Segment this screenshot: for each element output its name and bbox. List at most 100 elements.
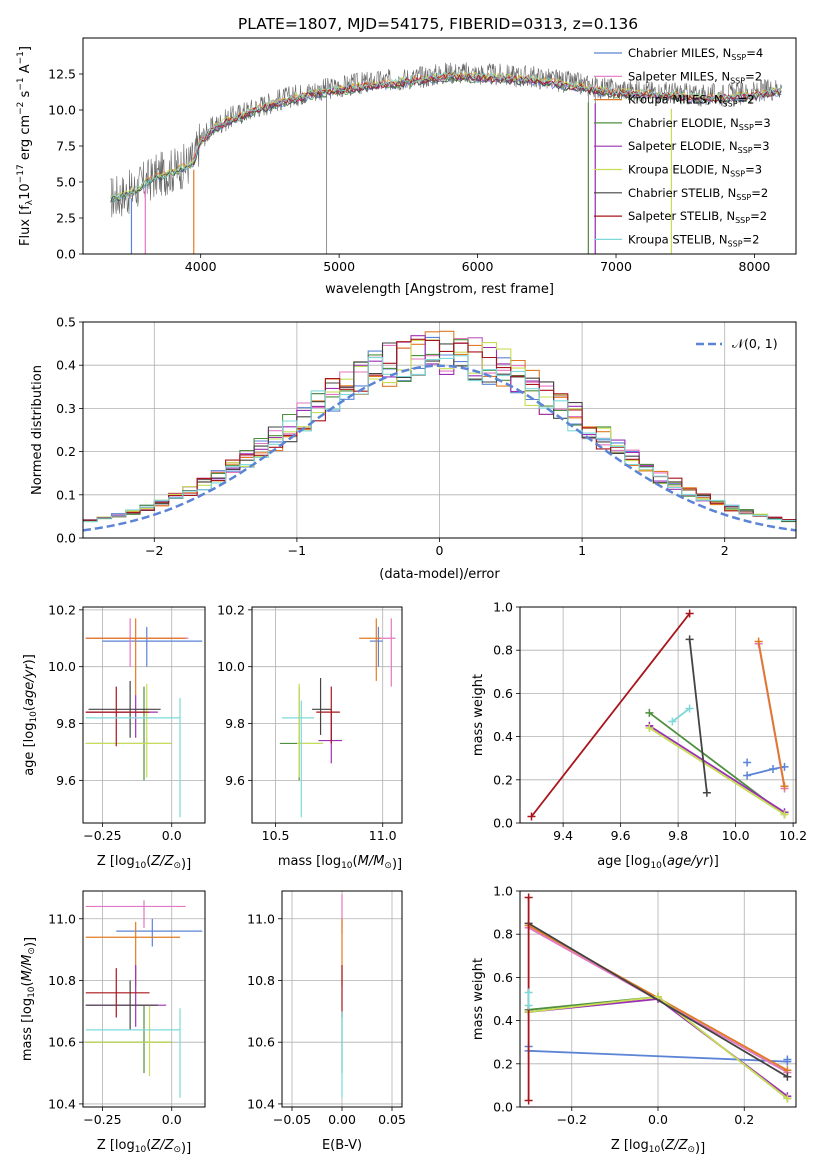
y-tick-label: 0.4 bbox=[493, 1013, 513, 1028]
y-tick-label: 0.8 bbox=[493, 643, 513, 658]
y-axis-label: mass weight bbox=[471, 674, 486, 756]
series-marker bbox=[645, 723, 654, 732]
y-axis-label: mass weight bbox=[471, 958, 486, 1040]
series-marker bbox=[645, 708, 654, 717]
y-tick-label: 0.2 bbox=[493, 1056, 513, 1071]
model-spectrum-salpeter_stelib bbox=[193, 72, 782, 165]
series-marker bbox=[685, 609, 694, 618]
x-tick-label: 10.5 bbox=[262, 828, 290, 843]
model-spectrum-kroupa_stelib bbox=[110, 70, 782, 200]
grid bbox=[520, 606, 796, 824]
series-marker bbox=[743, 771, 752, 780]
y-tick-label: 0.0 bbox=[493, 1100, 513, 1115]
series-marker bbox=[524, 1001, 533, 1010]
y-axis-label: age [log10(age/yr)] bbox=[22, 654, 39, 776]
series-marker bbox=[685, 704, 694, 713]
series-line-chabrier_miles bbox=[746, 765, 785, 777]
axes-residuals: −2 −1 0 1 2 0.0 0.1 0.2 0.3 0.4 0.5 𝒩(0, 1) (data-mo… bbox=[30, 315, 797, 582]
x-tick-label: 0.05 bbox=[378, 1112, 406, 1127]
series-marker bbox=[783, 1072, 792, 1081]
x-axis-label: wavelength [Angstrom, rest frame] bbox=[325, 282, 554, 297]
x-axis-label: Z [log10(Z/Z⊙)] bbox=[611, 1138, 705, 1156]
series-line-kroupa_stelib bbox=[671, 707, 691, 723]
x-tick-label: −1 bbox=[288, 543, 306, 558]
axes-frame bbox=[519, 606, 797, 824]
x-tick-label: −0.25 bbox=[83, 1112, 121, 1127]
plot-area bbox=[279, 618, 396, 818]
y-tick-label: 0.0 bbox=[56, 247, 76, 262]
y-tick-label: 0.5 bbox=[56, 315, 76, 330]
x-tick-label: 0 bbox=[436, 543, 444, 558]
y-tick-label: 10.6 bbox=[247, 1035, 275, 1050]
legend-label: Salpeter ELODIE, NSSP=3 bbox=[628, 139, 770, 155]
y-tick-label: 12.5 bbox=[48, 67, 76, 82]
y-tick-label: 9.8 bbox=[56, 716, 76, 731]
y-tick-label: 0.3 bbox=[56, 401, 76, 416]
axes-mass-vs-Z: −0.25 0.0 10.4 10.6 10.8 11.0 Z [log10(Z/Z⊙)] m… bbox=[20, 890, 206, 1156]
y-tick-label: 10.0 bbox=[217, 659, 245, 674]
gaussian-curve bbox=[83, 364, 796, 532]
hist-salpeter_stelib bbox=[83, 338, 796, 521]
y-tick-label: 11.0 bbox=[48, 911, 76, 926]
x-tick-label: 0.00 bbox=[328, 1112, 356, 1127]
x-tick-label: 1 bbox=[578, 543, 586, 558]
y-tick-label: 0.4 bbox=[56, 358, 76, 373]
y-tick-label: 1.0 bbox=[493, 884, 513, 899]
series-marker bbox=[702, 788, 711, 797]
axes-weight-vs-Z: −0.2 0.0 0.2 0.0 0.2 0.4 0.6 0.8 1.0 Z [log10(Z/Z… bbox=[471, 884, 797, 1156]
y-tick-label: 0.1 bbox=[56, 487, 76, 502]
axes-weight-vs-age: 9.4 9.6 9.8 10.0 10.2 0.0 0.2 0.4 0.6 0.8 1.0 age [… bbox=[471, 600, 807, 872]
y-tick-label: 0.6 bbox=[493, 970, 513, 985]
x-tick-label: 5000 bbox=[323, 259, 355, 274]
y-tick-label: 0.2 bbox=[493, 772, 513, 787]
legend-label: Chabrier MILES, NSSP=4 bbox=[628, 46, 763, 62]
x-tick-label: −0.25 bbox=[83, 828, 121, 843]
y-axis-label: Flux [fλ10−17 erg cm−2 s−1 A−1] bbox=[16, 46, 35, 246]
plot-area bbox=[85, 618, 203, 818]
x-tick-label: 0.2 bbox=[734, 1112, 754, 1127]
y-tick-label: 10.4 bbox=[247, 1096, 275, 1111]
axes-mass-vs-EBV: −0.05 0.00 0.05 10.4 10.6 10.8 11.0 E(B-V) bbox=[247, 890, 406, 1153]
axes-frame bbox=[82, 606, 206, 824]
y-tick-label: 10.0 bbox=[48, 103, 76, 118]
y-tick-label: 10.0 bbox=[48, 659, 76, 674]
x-tick-label: 9.8 bbox=[668, 828, 688, 843]
y-tick-label: 0.6 bbox=[493, 686, 513, 701]
y-axis-label: Normed distribution bbox=[30, 365, 45, 495]
x-tick-label: 10.2 bbox=[779, 828, 807, 843]
y-tick-label: 0.0 bbox=[56, 531, 76, 546]
x-axis-label: age [log10(age/yr)] bbox=[597, 854, 719, 871]
series-marker bbox=[524, 1096, 533, 1105]
legend: Chabrier MILES, NSSP=4 Salpeter MILES, NS… bbox=[594, 46, 771, 248]
y-tick-label: 11.0 bbox=[247, 911, 275, 926]
hist-chabrier_stelib bbox=[83, 342, 796, 522]
x-tick-label: −0.05 bbox=[273, 1112, 311, 1127]
series-line-chabrier_stelib bbox=[528, 922, 788, 1078]
x-tick-label: 8000 bbox=[739, 259, 771, 274]
y-tick-label: 10.4 bbox=[48, 1096, 76, 1111]
series-line-kroupa_miles bbox=[757, 641, 786, 787]
legend-label: Salpeter MILES, NSSP=2 bbox=[628, 69, 762, 85]
axes-frame bbox=[82, 890, 206, 1108]
x-tick-label: 0.0 bbox=[162, 828, 182, 843]
plot-area bbox=[83, 330, 796, 532]
y-tick-label: 9.6 bbox=[225, 773, 245, 788]
grid bbox=[83, 607, 205, 823]
x-axis-label: Z [log10(Z/Z⊙)] bbox=[97, 1138, 191, 1156]
series-marker bbox=[783, 1094, 792, 1103]
series-line-salpeter_elodie bbox=[648, 725, 785, 813]
series-marker bbox=[685, 635, 694, 644]
series-marker bbox=[668, 717, 677, 726]
y-tick-label: 9.6 bbox=[56, 773, 76, 788]
x-tick-label: 7000 bbox=[600, 259, 632, 274]
legend-label: Kroupa ELODIE, NSSP=3 bbox=[628, 163, 762, 179]
hist-kroupa_stelib bbox=[83, 355, 796, 523]
legend-label: Salpeter STELIB, NSSP=2 bbox=[628, 209, 767, 225]
axes-age-vs-mass: 10.5 11.0 9.6 9.8 10.0 10.2 mass [log10(M/M⊙)] bbox=[217, 602, 403, 872]
y-axis-label: mass [log10(M/M⊙)] bbox=[20, 937, 38, 1061]
series-marker bbox=[743, 758, 752, 767]
series-marker bbox=[524, 893, 533, 902]
x-tick-label: 2 bbox=[721, 543, 729, 558]
y-tick-label: 0.2 bbox=[56, 444, 76, 459]
